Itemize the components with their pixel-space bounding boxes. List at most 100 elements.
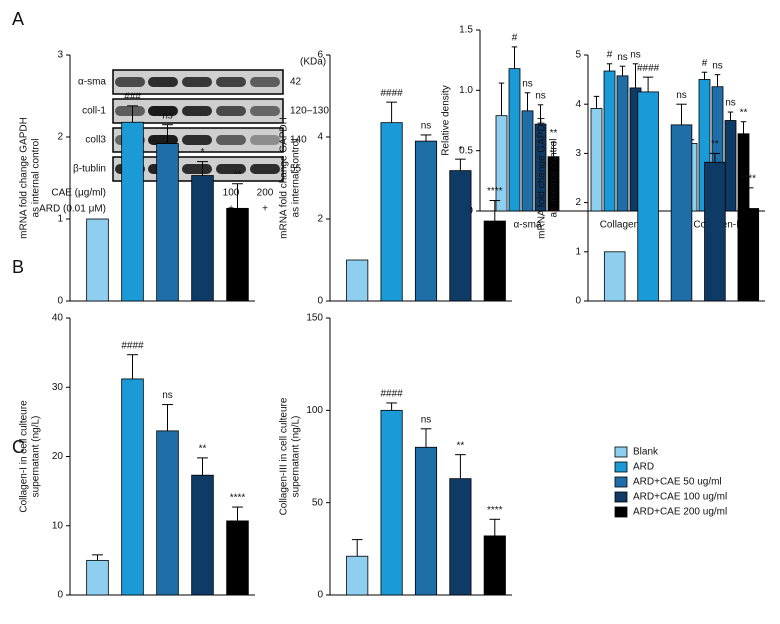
bar bbox=[724, 120, 737, 212]
error-bar bbox=[743, 187, 754, 209]
y-axis-label: Collagen-I in cell culteure bbox=[19, 400, 30, 513]
bar bbox=[156, 430, 179, 596]
bar bbox=[86, 218, 109, 302]
legend-swatch bbox=[614, 506, 628, 518]
condition-label: ARD (0.01 μM) bbox=[39, 204, 106, 215]
error-bar bbox=[489, 200, 501, 222]
bar bbox=[449, 478, 472, 596]
y-tick-label: 0 bbox=[575, 296, 581, 307]
bar bbox=[616, 75, 629, 212]
significance-label: ** bbox=[457, 440, 465, 451]
legend-label: Blank bbox=[633, 447, 659, 458]
error-bar bbox=[420, 134, 432, 142]
blot-size: 140 bbox=[290, 135, 307, 146]
error-bar bbox=[709, 152, 721, 163]
blot-size: 120–130 bbox=[290, 106, 329, 117]
panel-label: A bbox=[12, 9, 24, 29]
bar bbox=[121, 121, 144, 302]
error-bar bbox=[232, 506, 243, 521]
error-bar bbox=[386, 402, 397, 411]
error-bar bbox=[550, 141, 557, 157]
condition-label: CAE (μg/ml) bbox=[51, 188, 106, 199]
y-tick-label: 3 bbox=[575, 148, 581, 159]
y-tick-label: 2 bbox=[57, 132, 63, 143]
y-tick-label: 0 bbox=[57, 590, 63, 601]
error-bar bbox=[127, 354, 138, 379]
bar bbox=[521, 110, 534, 212]
blot-row-label: coll3 bbox=[85, 135, 106, 146]
blot-band bbox=[182, 135, 212, 145]
blot-size: 42 bbox=[290, 77, 302, 88]
y-tick-label: 4 bbox=[575, 99, 581, 110]
blot-band bbox=[250, 106, 280, 116]
bar bbox=[346, 555, 369, 596]
y-tick-label: 3 bbox=[57, 50, 63, 61]
legend-label: ARD+CAE 200 ug/ml bbox=[633, 507, 727, 518]
error-bar bbox=[632, 63, 639, 88]
blot-band bbox=[250, 77, 280, 87]
significance-label: **** bbox=[487, 505, 503, 516]
condition-value: + bbox=[262, 204, 268, 215]
blot-band bbox=[148, 77, 178, 87]
error-bar bbox=[420, 428, 432, 448]
bar bbox=[121, 378, 144, 596]
error-bar bbox=[727, 111, 734, 121]
error-bar bbox=[642, 76, 654, 92]
y-tick-label: 1.5 bbox=[459, 25, 473, 36]
error-bar bbox=[537, 104, 544, 125]
condition-value: 200 bbox=[257, 188, 274, 199]
y-tick-label: 1 bbox=[575, 246, 581, 257]
error-bar bbox=[524, 92, 531, 111]
bar bbox=[508, 68, 521, 212]
bar bbox=[86, 559, 109, 596]
bar bbox=[603, 70, 616, 212]
blot-row-label: coll-1 bbox=[82, 106, 106, 117]
bar bbox=[226, 520, 249, 596]
bar bbox=[737, 133, 750, 212]
y-axis-label: as internal control bbox=[549, 139, 560, 218]
significance-label: ### bbox=[124, 91, 141, 102]
error-bar bbox=[619, 65, 626, 76]
bar bbox=[483, 535, 506, 596]
bar bbox=[737, 208, 760, 302]
blot-band bbox=[216, 77, 246, 87]
significance-label: ** bbox=[199, 444, 207, 455]
error-bar bbox=[455, 454, 466, 479]
blot-band bbox=[216, 106, 246, 116]
bar bbox=[191, 175, 214, 302]
significance-label: # bbox=[702, 58, 708, 69]
significance-label: ns bbox=[617, 52, 628, 63]
y-tick-label: 30 bbox=[52, 382, 64, 393]
significance-label: ** bbox=[550, 128, 558, 139]
significance-label: ns bbox=[630, 49, 641, 60]
significance-label: * bbox=[458, 145, 462, 156]
bar bbox=[414, 140, 438, 302]
blot-band bbox=[250, 135, 280, 145]
error-bar bbox=[511, 46, 518, 69]
error-bar bbox=[489, 518, 501, 536]
error-bar bbox=[92, 554, 103, 561]
error-bar bbox=[197, 457, 208, 476]
y-tick-label: 4 bbox=[317, 132, 323, 143]
legend-label: ARD bbox=[633, 462, 654, 473]
bar bbox=[226, 207, 249, 302]
blot-band bbox=[182, 106, 212, 116]
error-bar bbox=[351, 539, 363, 557]
bar bbox=[380, 409, 403, 596]
bar bbox=[380, 122, 403, 302]
blot-unit: (KDa) bbox=[300, 57, 326, 68]
y-tick-label: 150 bbox=[306, 313, 323, 324]
bar bbox=[603, 251, 626, 302]
error-bar bbox=[127, 105, 138, 123]
legend-swatch bbox=[614, 446, 628, 458]
significance-label: ns bbox=[162, 110, 173, 121]
error-bar bbox=[232, 183, 243, 209]
y-tick-label: 100 bbox=[306, 405, 323, 416]
y-axis-label: as internal control bbox=[291, 139, 302, 218]
error-bar bbox=[386, 101, 397, 123]
bar bbox=[637, 91, 659, 302]
significance-label: # bbox=[512, 33, 518, 44]
y-tick-label: 50 bbox=[312, 497, 324, 508]
y-tick-label: 40 bbox=[52, 313, 64, 324]
